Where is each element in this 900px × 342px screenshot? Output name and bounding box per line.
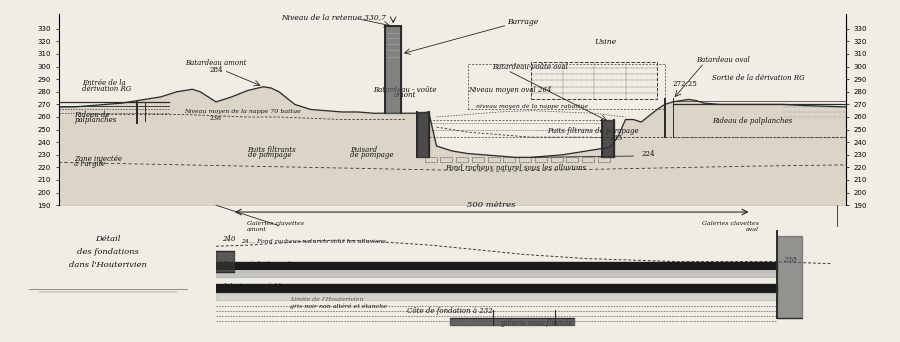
- Text: 284: 284: [209, 66, 223, 74]
- Text: palplanches: palplanches: [74, 116, 117, 124]
- Text: galerie sous-fluviale: galerie sous-fluviale: [500, 319, 572, 327]
- Text: dérivation RG: dérivation RG: [82, 84, 131, 93]
- Text: Galeries clavettes
amont: Galeries clavettes amont: [247, 221, 304, 232]
- Text: niveau moyen de la nappe rabattue: niveau moyen de la nappe rabattue: [476, 104, 588, 109]
- Text: Galeries clavettes
aval: Galeries clavettes aval: [701, 221, 759, 232]
- Text: à l'argile: à l'argile: [74, 160, 105, 168]
- Text: 240: 240: [222, 235, 236, 243]
- Text: Batardeau - voûte: Batardeau - voûte: [374, 86, 436, 94]
- Text: Rideau de palplanches: Rideau de palplanches: [712, 117, 792, 125]
- Text: Détail: Détail: [95, 235, 121, 243]
- Text: Limite de l'Houterivien
gris noir non altéré et étanche: Limite de l'Houterivien gris noir non al…: [290, 298, 387, 309]
- Text: Barrage: Barrage: [508, 18, 538, 26]
- Text: 238: 238: [783, 255, 796, 264]
- Text: Batardeau amont: Batardeau amont: [185, 60, 247, 67]
- Text: des fondations: des fondations: [77, 248, 139, 256]
- Text: Zone injectée: Zone injectée: [74, 155, 122, 163]
- Text: amont: amont: [394, 91, 416, 99]
- Text: Puisard: Puisard: [350, 146, 377, 154]
- Text: 24... Fond rocheux naturels sous les alluvions: 24... Fond rocheux naturels sous les all…: [240, 239, 386, 244]
- Text: 500 mètres: 500 mètres: [467, 201, 516, 209]
- Text: 238: 238: [210, 116, 222, 120]
- Text: Batardeau oval: Batardeau oval: [697, 55, 750, 64]
- Text: Entrée de la: Entrée de la: [82, 79, 126, 88]
- Text: de pompage: de pompage: [248, 151, 291, 159]
- Text: 272,25: 272,25: [673, 79, 698, 88]
- Text: Sortie de la dérivation RG: Sortie de la dérivation RG: [712, 75, 805, 82]
- Text: Puits filtrans de pompage: Puits filtrans de pompage: [547, 127, 638, 135]
- Text: Usine: Usine: [594, 38, 616, 46]
- Text: Rideau de: Rideau de: [74, 111, 110, 119]
- Text: A Assise perméable: A Assise perméable: [222, 283, 284, 288]
- Text: Niveau de la retenue 330,7: Niveau de la retenue 330,7: [282, 13, 387, 21]
- Text: Puits filtrants: Puits filtrants: [248, 146, 296, 154]
- Text: Fond rocheux naturel sous les alluvions: Fond rocheux naturel sous les alluvions: [445, 164, 586, 172]
- Text: Niveau moyen de la nappe 70 battue: Niveau moyen de la nappe 70 battue: [184, 109, 302, 114]
- Text: de pompage: de pompage: [350, 151, 393, 159]
- Bar: [531, 62, 657, 100]
- Text: 235: 235: [610, 134, 623, 142]
- Text: Niveau moyen oval 264: Niveau moyen oval 264: [468, 86, 552, 94]
- Text: dans l'Houterivien: dans l'Houterivien: [69, 261, 147, 269]
- Text: Batardeau-voûte oval: Batardeau-voûte oval: [491, 63, 568, 71]
- Text: 224: 224: [641, 150, 655, 158]
- Text: Côte de fondation à 232: Côte de fondation à 232: [408, 307, 493, 315]
- Text: Niveaux à dents marteaux: Niveaux à dents marteaux: [222, 261, 305, 266]
